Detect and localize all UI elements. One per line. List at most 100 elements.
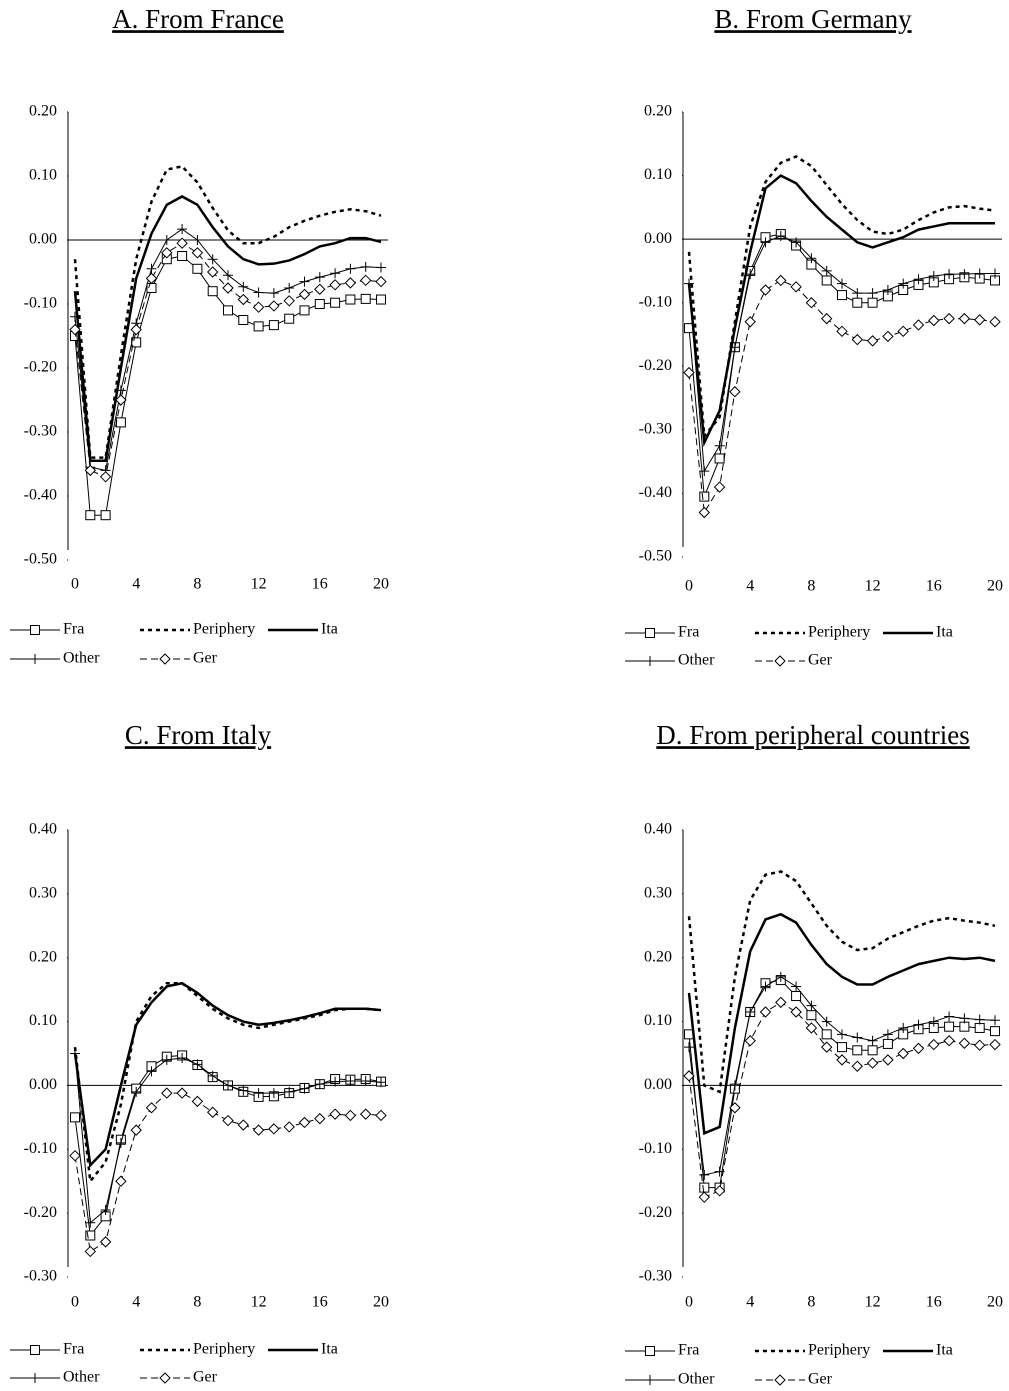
marker-plus: [284, 1086, 295, 1097]
marker-diamond: [836, 325, 848, 338]
marker-diamond: [729, 1102, 741, 1114]
marker-diamond: [973, 1039, 986, 1051]
marker-square: [376, 294, 386, 305]
marker-square: [837, 290, 847, 301]
legend-label: Fra: [63, 621, 84, 638]
y-tick-label: 0.10: [644, 1012, 672, 1029]
marker-diamond: [375, 275, 387, 288]
marker-square: [990, 1026, 1000, 1037]
marker-plus: [192, 1059, 203, 1070]
series-line: [688, 1001, 996, 1198]
marker-plus: [928, 1016, 939, 1027]
y-tick-label: -0.30: [24, 423, 57, 440]
y-tick-label: -0.50: [24, 551, 57, 568]
marker-plus: [699, 1169, 710, 1180]
legend-marker: [159, 1372, 171, 1384]
legend-label: Other: [678, 652, 715, 669]
marker-plus: [898, 278, 909, 289]
marker-diamond: [989, 1038, 1001, 1051]
marker-square: [791, 991, 802, 1002]
series-line: [687, 870, 996, 1094]
marker-square: [85, 510, 96, 521]
marker-square: [944, 1021, 955, 1032]
marker-diamond: [268, 300, 280, 312]
marker-plus: [882, 1029, 893, 1040]
marker-plus: [238, 1085, 249, 1096]
marker-diamond: [145, 272, 158, 285]
marker-plus: [806, 253, 817, 264]
marker-square: [959, 1021, 970, 1032]
marker-diamond: [329, 279, 341, 291]
marker-square: [806, 1010, 817, 1021]
y-tick-label: -0.30: [639, 421, 672, 438]
panel-title: D. From peripheral countries: [656, 720, 969, 750]
marker-plus: [345, 263, 356, 274]
marker-diamond: [344, 277, 357, 289]
marker-square: [852, 297, 863, 308]
marker-plus: [299, 276, 310, 287]
marker-diamond: [928, 1038, 940, 1051]
marker-diamond: [222, 282, 234, 294]
x-tick-label: 12: [865, 578, 881, 595]
marker-square: [299, 305, 310, 316]
marker-diamond: [69, 323, 81, 336]
marker-diamond: [99, 1236, 112, 1248]
y-tick-label: -0.20: [24, 359, 57, 376]
marker-plus: [760, 237, 771, 248]
marker-plus: [70, 1048, 80, 1059]
y-tick-label: -0.10: [639, 293, 672, 310]
marker-plus: [100, 1204, 111, 1215]
marker-diamond: [713, 1185, 726, 1197]
marker-diamond: [298, 1116, 311, 1129]
marker-square: [821, 275, 832, 286]
legend-label: Ita: [936, 624, 953, 641]
marker-plus: [791, 981, 802, 992]
marker-plus: [70, 311, 80, 322]
marker-square: [192, 263, 203, 274]
marker-square: [146, 283, 157, 293]
marker-plus: [928, 271, 939, 282]
y-tick-label: -0.10: [639, 1140, 672, 1157]
y-tick-label: 0.30: [644, 885, 672, 902]
marker-plus: [330, 1076, 341, 1087]
x-tick-label: 20: [987, 1294, 1003, 1311]
marker-plus: [990, 268, 1000, 279]
series-line: [687, 155, 996, 440]
marker-diamond: [683, 366, 695, 379]
legend-marker: [30, 1345, 40, 1355]
marker-plus: [360, 261, 371, 272]
marker-diamond: [851, 333, 864, 346]
x-tick-label: 4: [746, 1294, 754, 1311]
marker-plus: [177, 224, 188, 235]
marker-diamond: [744, 316, 756, 328]
marker-square: [852, 1045, 863, 1056]
legend-label: Other: [678, 1371, 715, 1388]
y-tick-label: -0.10: [24, 295, 57, 312]
marker-diamond: [836, 1054, 848, 1066]
marker-plus: [852, 1032, 863, 1043]
marker-plus: [345, 1075, 356, 1086]
x-tick-label: 16: [926, 578, 942, 595]
marker-diamond: [191, 1095, 204, 1108]
marker-plus: [791, 237, 802, 248]
y-tick-label: 0.20: [29, 103, 57, 120]
marker-diamond: [805, 1022, 818, 1034]
marker-plus: [115, 385, 126, 396]
marker-plus: [745, 1006, 756, 1017]
marker-square: [699, 1182, 710, 1193]
legend-label: Periphery: [193, 1341, 255, 1358]
marker-plus: [223, 270, 233, 281]
x-tick-label: 12: [865, 1294, 881, 1311]
marker-plus: [146, 263, 157, 274]
series-line: [74, 1092, 382, 1253]
x-tick-label: 8: [193, 576, 201, 593]
marker-plus: [944, 1011, 955, 1022]
marker-diamond: [191, 247, 204, 259]
marker-plus: [837, 1029, 847, 1040]
marker-diamond: [759, 284, 772, 296]
y-tick-label: -0.10: [24, 1140, 57, 1157]
marker-diamond: [359, 1108, 372, 1120]
marker-square: [223, 305, 233, 316]
marker-plus: [729, 342, 740, 353]
marker-plus: [238, 281, 249, 292]
